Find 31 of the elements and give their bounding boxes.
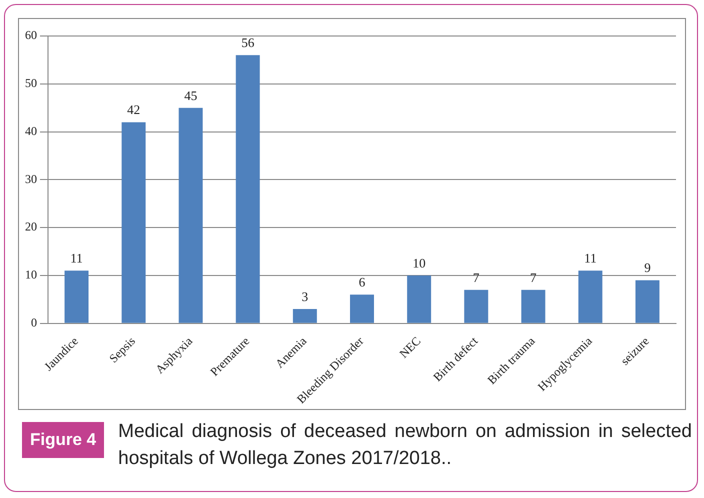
- y-tick-label: 10: [25, 268, 37, 282]
- data-label: 42: [127, 102, 140, 118]
- data-label: 6: [358, 274, 366, 290]
- caption: Figure 4: [22, 422, 104, 458]
- bar: [635, 280, 660, 323]
- data-label: 11: [584, 250, 597, 266]
- bar: [292, 309, 317, 323]
- bar: [64, 270, 89, 323]
- y-tick-label: 0: [31, 316, 37, 330]
- bar: [122, 122, 146, 323]
- data-label: 10: [412, 255, 426, 270]
- y-tick-label: 20: [25, 220, 37, 234]
- y-tick-label: 60: [25, 28, 37, 42]
- bar: [578, 270, 602, 323]
- data-label: 56: [241, 35, 255, 50]
- y-tick-label: 50: [25, 76, 37, 90]
- data-label: 3: [302, 288, 308, 304]
- bar: [521, 290, 546, 323]
- data-label: 7: [530, 270, 538, 285]
- y-tick-label: 30: [25, 172, 37, 186]
- data-label: 11: [70, 250, 83, 266]
- data-label: 9: [644, 260, 651, 276]
- bar: [407, 275, 432, 323]
- bar: [464, 290, 488, 323]
- bar: [178, 108, 203, 323]
- bar: [350, 294, 374, 323]
- bar: [236, 55, 260, 323]
- data-label: 7: [472, 270, 480, 285]
- data-label: 45: [184, 88, 198, 103]
- y-tick-label: 40: [25, 124, 37, 138]
- text: Medical diagnosis of deceased newborn on admission in selected hospitals of Wollega Zones 2017/2018..: [118, 420, 692, 471]
